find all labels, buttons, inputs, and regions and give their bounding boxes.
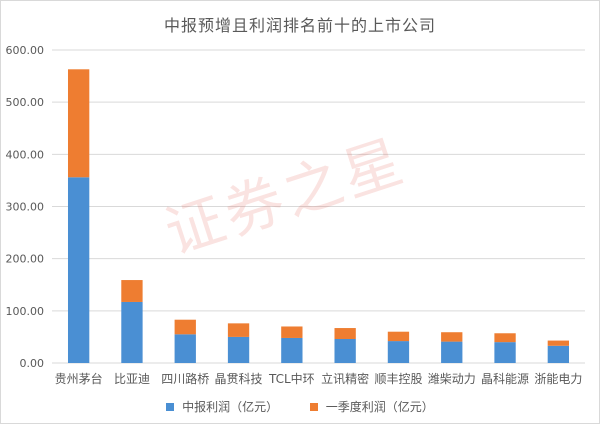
- bar-interim-profit[interactable]: [281, 337, 303, 363]
- bar-q1-profit[interactable]: [281, 326, 303, 338]
- bar-interim-profit[interactable]: [174, 334, 196, 363]
- bar-q1-profit[interactable]: [387, 331, 410, 342]
- y-tick-label: 100.00: [6, 305, 45, 318]
- bar-q1-profit[interactable]: [174, 319, 196, 335]
- y-tick-label: 200.00: [6, 253, 45, 266]
- y-axis: 0.00 100.00 200.00 300.00 400.00 500.00 600.00: [6, 44, 45, 370]
- legend-label-interim: 中报利润（亿元）: [182, 400, 279, 414]
- bars: [67, 69, 570, 363]
- x-tick-label: 潍柴动力: [428, 372, 476, 386]
- bar-q1-profit[interactable]: [67, 69, 90, 178]
- legend-item-q1[interactable]: 一季度利润（亿元）: [309, 398, 434, 415]
- y-tick-label: 300.00: [6, 201, 45, 214]
- legend-label-q1: 一季度利润（亿元）: [325, 400, 434, 414]
- bar-q1-profit[interactable]: [121, 280, 143, 302]
- chart-title: 中报预增且利润排名前十的上市公司: [163, 16, 436, 35]
- bar-q1-profit[interactable]: [334, 328, 356, 340]
- y-tick-label: 600.00: [6, 44, 45, 57]
- x-tick-label: TCL中环: [268, 371, 315, 386]
- legend-item-interim[interactable]: 中报利润（亿元）: [166, 398, 278, 415]
- bar-interim-profit[interactable]: [121, 301, 143, 363]
- bar-q1-profit[interactable]: [227, 323, 250, 337]
- x-axis: 贵州茅台 比亚迪 四川路桥 晶贯科技 TCL中环 立讯精密 顺丰控股 潍柴动力 晶科能源 浙能电力: [55, 371, 583, 386]
- bar-interim-profit[interactable]: [334, 339, 356, 363]
- x-tick-label: 浙能电力: [534, 372, 582, 386]
- bar-q1-profit[interactable]: [494, 333, 516, 343]
- y-tick-label: 400.00: [6, 148, 45, 161]
- legend: 中报利润（亿元） 一季度利润（亿元）: [0, 398, 600, 415]
- x-tick-label: 顺丰控股: [374, 372, 422, 386]
- bar-interim-profit[interactable]: [441, 341, 463, 363]
- legend-swatch-interim: [166, 402, 175, 411]
- x-tick-label: 晶贯科技: [215, 372, 263, 386]
- x-tick-label: 贵州茅台: [55, 371, 103, 386]
- bar-interim-profit[interactable]: [387, 341, 410, 363]
- bar-q1-profit[interactable]: [441, 332, 463, 342]
- legend-swatch-q1: [309, 402, 318, 411]
- x-tick-label: 四川路桥: [161, 371, 209, 386]
- x-tick-label: 比亚迪: [114, 372, 150, 386]
- y-tick-label: 0.00: [20, 357, 45, 370]
- bar-interim-profit[interactable]: [547, 345, 570, 363]
- x-tick-label: 晶科能源: [481, 372, 529, 386]
- bar-interim-profit[interactable]: [227, 336, 250, 363]
- bar-interim-profit[interactable]: [494, 342, 516, 363]
- bar-interim-profit[interactable]: [67, 177, 90, 363]
- x-tick-label: 立讯精密: [321, 371, 369, 386]
- bar-q1-profit[interactable]: [547, 340, 570, 346]
- y-tick-label: 500.00: [6, 96, 45, 109]
